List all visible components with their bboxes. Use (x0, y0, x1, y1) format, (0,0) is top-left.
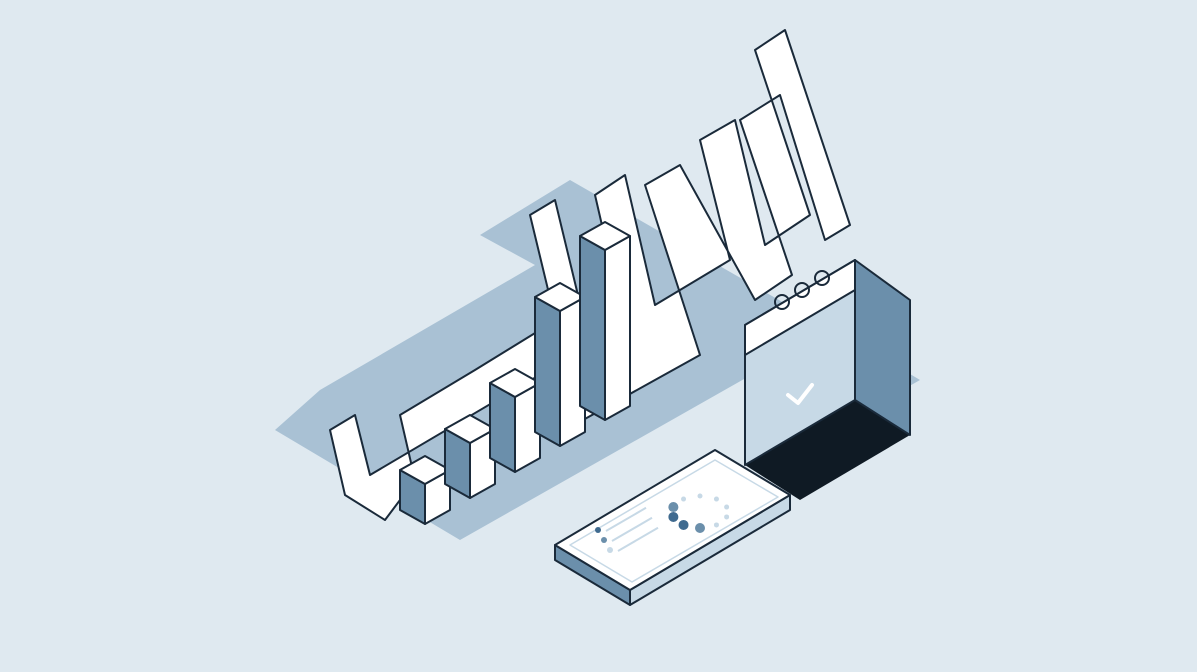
spinner-dot (698, 494, 703, 499)
spinner-dot (714, 497, 719, 502)
spinner-dot (679, 520, 689, 530)
spinner-dot (668, 502, 678, 512)
spinner-dot (681, 497, 686, 502)
spinner-dot (695, 523, 705, 533)
phone (555, 450, 790, 605)
spinner-dot (714, 522, 719, 527)
legend-dot (601, 537, 607, 543)
spinner-dot (724, 514, 729, 519)
bar-left (580, 236, 605, 420)
legend-dot (607, 547, 613, 553)
bar-right (605, 236, 630, 420)
spinner-dot (668, 512, 678, 522)
isometric-illustration (0, 0, 1197, 672)
bar-left (490, 383, 515, 472)
legend-dot (595, 527, 601, 533)
spinner-dot (724, 505, 729, 510)
bar-left (535, 297, 560, 446)
